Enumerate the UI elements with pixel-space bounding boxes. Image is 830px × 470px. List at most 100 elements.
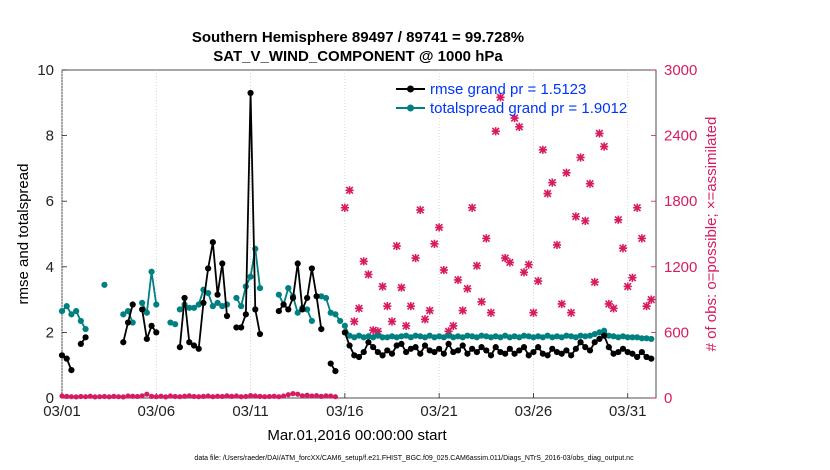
rmse-point [582,344,589,351]
rmse-point [176,344,183,351]
obs-possible-point [262,394,268,400]
obs-assimilated-point [439,265,448,275]
rmse-point [506,345,513,352]
rmse-point [214,291,221,298]
obs-assimilated-point [604,299,613,309]
rmse-point [464,350,471,357]
obs-assimilated-point [402,321,411,330]
spread-point [421,334,429,341]
spread-point [615,334,622,341]
x-axis: 03/01 03/06 03/11 03/16 03/21 03/26 03/31 [43,393,646,420]
spread-point [167,319,174,326]
spread-point [648,335,655,343]
obs-possible-point [115,394,122,400]
rmse-point [393,342,400,349]
spread-point [549,334,556,341]
obs-possible-point [153,394,159,400]
spread-point [520,332,528,339]
rmse-point [355,353,363,361]
left-y-tick-label: 0 [46,390,54,407]
legend-spread-marker [407,104,414,112]
rmse-point [586,347,594,354]
obs-possible-point [120,394,126,400]
spread-point [572,334,579,341]
spread-point [478,332,485,339]
rmse-point [403,348,410,356]
obs-possible-point [177,394,183,400]
obs-possible-point [163,394,169,400]
obs-assimilated-point [340,203,349,212]
chart-subtitle: SAT_V_WIND_COMPONENT @ 1000 hPa [213,48,503,65]
obs-possible-point [280,393,287,399]
rmse-point [473,348,480,356]
rmse-point [143,335,150,343]
rmse-point [200,299,207,306]
rmse-point [591,339,598,346]
spread-point [393,334,400,341]
obs-possible-point [332,394,339,400]
left-axis: 0 2 4 6 8 10 [37,62,67,407]
spread-point [294,309,301,316]
spread-point [544,332,551,339]
rmse-point [520,344,528,351]
rmse-point [407,345,414,352]
rmse-point [601,332,608,339]
right-axis-label: # of obs: o=possible; ×=assimilated [703,117,720,352]
rmse-point [426,347,433,354]
rmse-point [544,352,551,359]
rmse-point [421,342,429,349]
obs-assimilated-point [411,253,420,263]
rmse-point [558,350,565,357]
rmse-point [487,352,495,359]
spread-point [487,334,495,341]
obs-possible-point [92,394,98,400]
rmse-point [346,342,353,349]
obs-assimilated-point [491,127,500,136]
obs-assimilated-point [364,270,373,279]
spread-point [464,332,471,339]
rmse-point [252,306,259,313]
spread-point [431,334,438,341]
obs-assimilated-point [397,283,406,292]
obs-possible-point [106,394,112,400]
obs-possible-point [247,392,254,399]
spread-point [516,334,523,341]
spread-point [304,306,311,313]
rmse-point [242,311,249,318]
spread-point [322,294,330,302]
spread-point [58,307,66,315]
rmse-point [318,326,325,333]
spread-point [483,333,490,340]
rmse-point [497,348,504,356]
obs-possible-point [295,391,301,397]
spread-point [506,334,513,341]
obs-possible-point [186,393,192,399]
obs-possible-point [134,393,141,400]
spread-point [629,334,636,341]
rmse-point [294,260,301,267]
spread-point [407,334,414,341]
obs-assimilated-point [576,153,585,162]
obs-assimilated-point [468,203,477,212]
spread-point [120,311,127,318]
spread-point [379,334,386,341]
rmse-point [615,348,622,356]
spread-point [219,303,226,310]
rmse-line [278,263,323,330]
rmse-point [341,329,348,336]
rmse-point [563,347,570,354]
obs-possible-point [68,394,75,400]
obs-possible-point [139,393,145,399]
x-tick-label: 03/06 [138,403,176,420]
spread-point [341,322,348,329]
obs-assimilated-point [392,241,401,251]
chart-title: Southern Hemisphere 89497 / 89741 = 99.7… [192,29,524,46]
obs-assimilated-point [519,268,529,277]
legend-rmse-marker [407,85,414,93]
obs-possible-point [148,393,155,399]
spread-point [318,293,325,300]
spread-point [610,333,617,340]
obs-assimilated-point [552,240,562,250]
obs-possible-point [229,393,235,399]
